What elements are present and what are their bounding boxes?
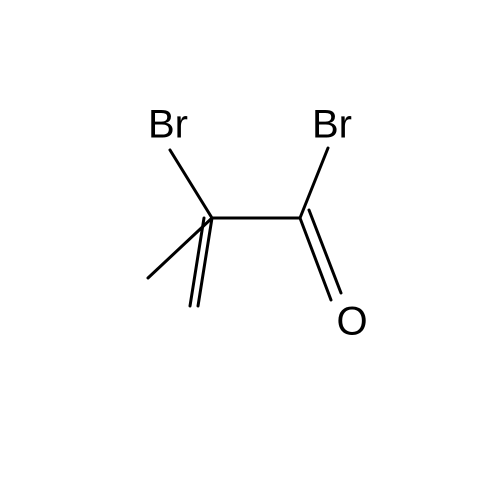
atom-label-o: O (336, 300, 367, 345)
atom-label-br2: Br (312, 103, 352, 148)
atom-label-br1: Br (148, 103, 188, 148)
molecule-diagram (0, 0, 500, 500)
